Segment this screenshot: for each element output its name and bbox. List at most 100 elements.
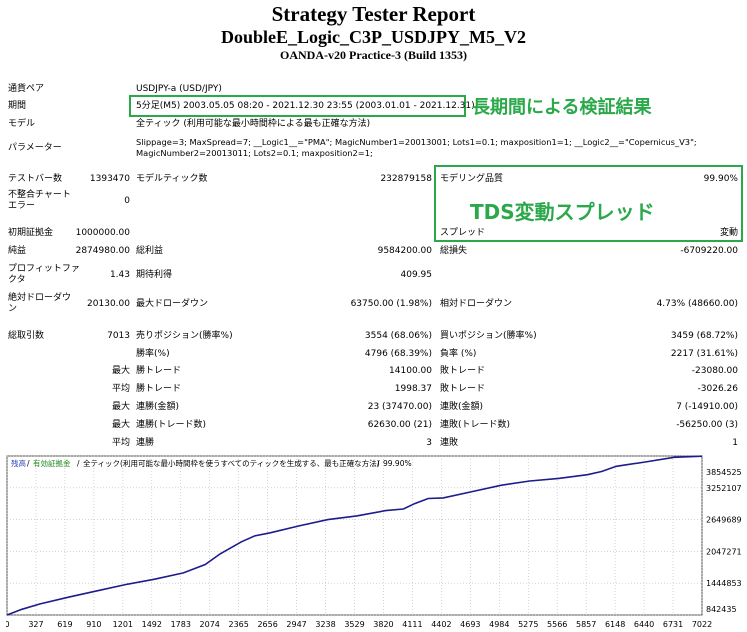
long-label: 買いポジション(勝率%) bbox=[440, 331, 537, 341]
cl-amt-value: 7 (-14910.00) bbox=[676, 402, 738, 412]
cl-cnt-label: 連敗(トレード数) bbox=[440, 420, 511, 430]
x-tick-label: 1783 bbox=[171, 620, 191, 629]
max-dd-label: 最大ドローダウン bbox=[136, 299, 209, 309]
y-tick-label: 1444853 bbox=[706, 579, 742, 588]
symbol-value: USDJPY-a (USD/JPY) bbox=[136, 84, 222, 94]
x-tick-label: 2365 bbox=[228, 620, 248, 629]
chart-legend-separator: / bbox=[27, 459, 30, 468]
x-tick-label: 5275 bbox=[518, 620, 538, 629]
x-tick-label: 6148 bbox=[605, 620, 625, 629]
aw-label: 連勝 bbox=[136, 438, 155, 448]
x-tick-label: 2947 bbox=[286, 620, 306, 629]
x-tick-label: 5857 bbox=[576, 620, 596, 629]
period-annotation: 長期間による検証結果 bbox=[472, 97, 652, 118]
aw-value: 3 bbox=[426, 438, 432, 448]
x-tick-label: 3529 bbox=[344, 620, 364, 629]
rel-dd-label: 相対ドローダウン bbox=[440, 299, 513, 309]
x-tick-label: 5566 bbox=[547, 620, 567, 629]
pf-value: 1.43 bbox=[109, 270, 130, 280]
total-value: 7013 bbox=[107, 331, 130, 341]
max-label-1: 最大 bbox=[111, 366, 130, 376]
abs-dd-label-2: ン bbox=[8, 304, 18, 314]
spread-annotation: TDS変動スプレッド bbox=[470, 200, 655, 224]
x-tick-label: 1492 bbox=[142, 620, 162, 629]
cl-cnt-value: -56250.00 (3) bbox=[676, 420, 738, 430]
gross-loss-label: 総損失 bbox=[440, 246, 468, 256]
pf-label-1: プロフィットファ bbox=[8, 264, 80, 274]
expected-label: 期待利得 bbox=[136, 270, 173, 280]
x-tick-label: 4693 bbox=[460, 620, 480, 629]
mismatch-label-1: 不整合チャート bbox=[8, 190, 71, 200]
bars-value: 1393470 bbox=[89, 174, 130, 184]
expected-value: 409.95 bbox=[400, 270, 433, 280]
spread-value: 変動 bbox=[719, 228, 738, 238]
abs-dd-value: 20130.00 bbox=[87, 299, 130, 309]
quality-value: 99.90% bbox=[703, 174, 738, 184]
x-tick-label: 6731 bbox=[663, 620, 683, 629]
y-tick-label: 842435 bbox=[706, 605, 737, 614]
cw-cnt-value: 62630.00 (21) bbox=[367, 420, 432, 430]
cw-amt-label: 連勝(金額) bbox=[136, 402, 180, 412]
balance-chart: 0 327 619 910 1201 1492 1783 2074 2365 2656 2947 32… bbox=[6, 455, 742, 629]
bars-label: テストバー数 bbox=[8, 174, 63, 184]
params-label: パラメーター bbox=[8, 143, 62, 153]
losspct-value: 2217 (31.61%) bbox=[670, 349, 738, 359]
avg-win-label: 勝トレード bbox=[136, 384, 182, 394]
params-line-2: MagicNumber2=20013011; Lots2=0.1; maxpos… bbox=[136, 148, 373, 158]
mismatch-value: 0 bbox=[124, 196, 130, 206]
x-tick-label: 6440 bbox=[634, 620, 654, 629]
cw-amt-value: 23 (37470.00) bbox=[367, 402, 432, 412]
x-tick-label: 4111 bbox=[402, 620, 422, 629]
params-line-1: Slippage=3; MaxSpread=7; __Logic1__="PMA… bbox=[136, 137, 697, 147]
report-build: OANDA-v20 Practice-3 (Build 1353) bbox=[280, 48, 467, 62]
max-label-3: 最大 bbox=[111, 420, 130, 430]
x-tick-label: 1201 bbox=[113, 620, 133, 629]
model-value: 全ティック (利用可能な最小時間枠による最も正確な方法) bbox=[136, 119, 371, 129]
x-tick-label: 619 bbox=[57, 620, 72, 629]
rel-dd-value: 4.73% (48660.00) bbox=[656, 299, 738, 309]
short-label: 売りポジション(勝率%) bbox=[136, 331, 233, 341]
total-label: 総取引数 bbox=[8, 331, 45, 341]
losspct-label: 負率 (%) bbox=[440, 349, 477, 359]
net-label: 純益 bbox=[8, 246, 27, 256]
report-title: Strategy Tester Report bbox=[271, 2, 476, 26]
chart-legend-separator: / bbox=[377, 459, 380, 468]
model-label: モデル bbox=[8, 119, 36, 129]
quality-highlight-box bbox=[434, 165, 743, 242]
ticks-label: モデルティック数 bbox=[136, 174, 208, 184]
x-tick-label: 3820 bbox=[373, 620, 393, 629]
deposit-label: 初期証拠金 bbox=[8, 228, 54, 238]
ticks-value: 232879158 bbox=[380, 174, 432, 184]
winpct-value: 4796 (68.39%) bbox=[364, 349, 432, 359]
max-loss-value: -23080.00 bbox=[691, 366, 738, 376]
y-tick-label: 3252107 bbox=[706, 484, 742, 493]
balance-series-line bbox=[6, 455, 703, 616]
chart-legend-entry: 有効証拠金 bbox=[33, 458, 71, 468]
gross-loss-value: -6709220.00 bbox=[680, 246, 738, 256]
x-tick-label: 327 bbox=[28, 620, 43, 629]
long-value: 3459 (68.72%) bbox=[670, 331, 738, 341]
x-tick-label: 7022 bbox=[692, 620, 712, 629]
winpct-label: 勝率(%) bbox=[136, 349, 170, 359]
avg-loss-value: -3026.26 bbox=[697, 384, 738, 394]
avg-label-1: 平均 bbox=[111, 384, 130, 394]
avg-label-2: 平均 bbox=[111, 438, 130, 448]
short-value: 3554 (68.06%) bbox=[364, 331, 432, 341]
al-value: 1 bbox=[732, 438, 738, 448]
mismatch-label-2: エラー bbox=[8, 201, 36, 211]
net-value: 2874980.00 bbox=[75, 246, 130, 256]
x-tick-label: 4402 bbox=[431, 620, 451, 629]
period-highlight-box bbox=[129, 95, 466, 117]
period-value: 5分足(M5) 2003.05.05 08:20 - 2021.12.30 23… bbox=[136, 101, 475, 111]
x-tick-label: 0 bbox=[6, 620, 10, 629]
abs-dd-label-1: 絶対ドローダウ bbox=[8, 293, 72, 303]
max-label-2: 最大 bbox=[111, 402, 130, 412]
quality-label: モデリング品質 bbox=[440, 174, 504, 184]
al-label: 連敗 bbox=[440, 438, 459, 448]
chart-legend-entry: 99.90% bbox=[383, 459, 412, 468]
gross-profit-label: 総利益 bbox=[136, 246, 164, 256]
x-tick-label: 910 bbox=[86, 620, 101, 629]
y-tick-label: 2047271 bbox=[706, 547, 742, 556]
symbol-label: 通貨ペア bbox=[8, 84, 45, 94]
gross-profit-value: 9584200.00 bbox=[377, 246, 432, 256]
